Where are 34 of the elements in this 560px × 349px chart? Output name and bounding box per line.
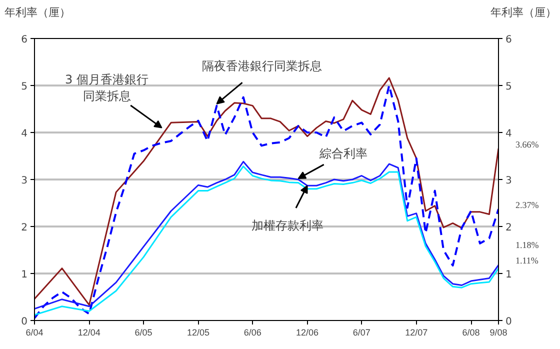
y-tick-label: 5 bbox=[21, 82, 28, 92]
x-tick-label: 12/06 bbox=[296, 328, 319, 338]
y-tick-label: 1 bbox=[21, 270, 28, 280]
annotation: 綜合利率 bbox=[318, 146, 368, 161]
data-label: 3.66% bbox=[516, 139, 540, 150]
data-label: 1.11% bbox=[516, 255, 539, 266]
y2-axis-title: 年利率（厘） bbox=[490, 6, 556, 19]
data-label: 1.18% bbox=[516, 240, 540, 250]
x-tick-label: 6/07 bbox=[352, 328, 370, 338]
y2-tick-label: 1 bbox=[506, 270, 512, 280]
y-tick-label: 3 bbox=[21, 176, 28, 186]
x-tick-label: 6/05 bbox=[134, 328, 152, 338]
y2-tick-label: 0 bbox=[506, 316, 512, 328]
y2-tick-label: 5 bbox=[506, 82, 512, 92]
y-tick-label: 2 bbox=[21, 222, 28, 234]
x-tick-label: 12/04 bbox=[78, 328, 100, 338]
data-label: 2.37% bbox=[516, 200, 540, 210]
x-tick-label: 6/06 bbox=[244, 328, 262, 338]
x-tick-label: 9/08 bbox=[490, 328, 508, 338]
x-tick-label: 6/08 bbox=[462, 328, 480, 338]
y-axis-title: 年利率（厘） bbox=[4, 6, 70, 19]
y-tick-label: 6 bbox=[21, 34, 28, 46]
annotation: 3 個月香港銀行同業拆息 bbox=[65, 72, 149, 104]
annotation: 加權存款利率 bbox=[251, 218, 324, 233]
y-tick-label: 4 bbox=[21, 128, 28, 140]
x-tick-label: 6/04 bbox=[26, 328, 44, 338]
y2-tick-label: 2 bbox=[506, 222, 512, 234]
y-tick-label: 0 bbox=[21, 316, 28, 328]
x-tick-label: 12/05 bbox=[186, 328, 210, 338]
annotation: 隔夜香港銀行同業拆息 bbox=[202, 58, 322, 73]
x-tick-label: 12/07 bbox=[405, 328, 428, 338]
y2-tick-label: 4 bbox=[506, 128, 512, 140]
y2-tick-label: 3 bbox=[506, 176, 512, 186]
y2-tick-label: 6 bbox=[506, 34, 512, 46]
